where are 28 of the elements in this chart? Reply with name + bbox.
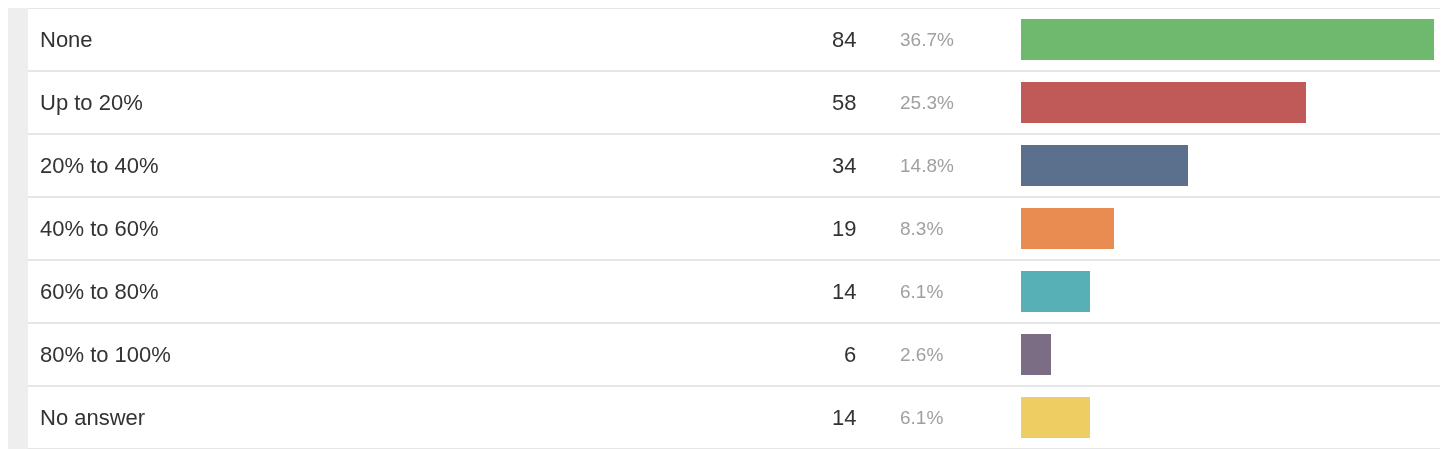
bar	[1021, 82, 1306, 123]
bar	[1021, 271, 1090, 312]
y-tick-label: 60% to 80%	[40, 279, 159, 304]
bar	[1021, 208, 1114, 249]
y-tick-label: 40% to 60%	[40, 216, 159, 241]
data-label: 58	[832, 90, 857, 115]
data-label: 6	[844, 342, 857, 367]
text: 2.6%	[900, 344, 944, 365]
bar	[1021, 145, 1188, 186]
y-tick-label: No answer	[40, 405, 146, 430]
y-tick-label: Up to 20%	[40, 90, 143, 115]
y-tick-label: 80% to 100%	[40, 342, 171, 367]
data-label: 34	[832, 153, 857, 178]
bar	[1021, 19, 1434, 60]
data-label: 84	[832, 27, 857, 52]
data-label: 14	[832, 405, 857, 430]
text: 14.8%	[900, 155, 954, 176]
data-label: 14	[832, 279, 857, 304]
bar	[1021, 397, 1090, 438]
text: 36.7%	[900, 29, 954, 50]
data-label: 19	[832, 216, 857, 241]
bar	[1021, 334, 1051, 375]
text: 6.1%	[900, 281, 944, 302]
y-tick-label: None	[40, 27, 93, 52]
text: 25.3%	[900, 92, 954, 113]
y-tick-label: 20% to 40%	[40, 153, 159, 178]
text: 6.1%	[900, 407, 944, 428]
text: 8.3%	[900, 218, 944, 239]
